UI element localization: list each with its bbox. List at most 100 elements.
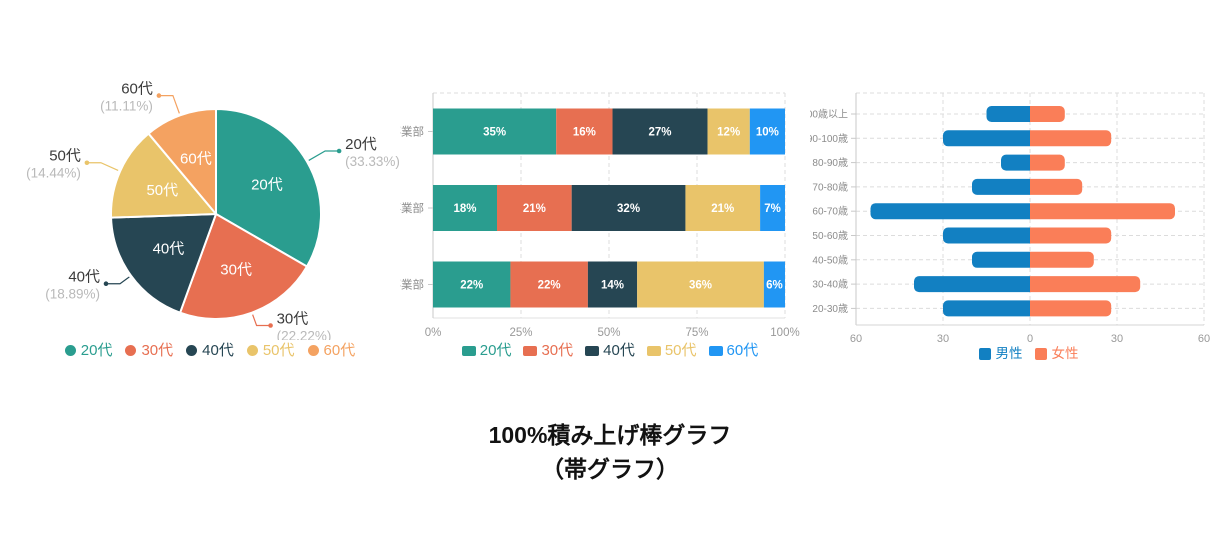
bar-segment-A事業部-1 <box>556 108 613 155</box>
butterfly-chart-legend: 男性 女性 <box>828 347 1211 361</box>
bar-male-7 <box>914 276 1030 293</box>
bar-female-3 <box>1030 178 1083 195</box>
pie-slice-inner-label: 30代 <box>220 261 252 278</box>
pie-plot: 20代20代(33.33%)30代30代(22.22%)40代40代(18.89… <box>26 81 400 340</box>
bar-male-8 <box>943 300 1030 317</box>
legend-swatch-icon <box>1034 347 1047 360</box>
legend-swatch-icon <box>307 345 319 356</box>
bar-segment-B事業部-4 <box>760 185 785 231</box>
category-label: 100歳以上 <box>810 109 848 121</box>
legend-label: 60代 <box>323 342 356 359</box>
bar-segment-A事業部-3 <box>707 108 750 155</box>
bar-male-6 <box>972 251 1030 268</box>
bar-segment-A事業部-2 <box>612 108 708 155</box>
legend-label: 女性 <box>1051 346 1079 361</box>
butterfly-chart: 100歳以上 90-100歳 80-90歳 70-80歳 60-70歳 50-60歳 40-… <box>810 92 1210 345</box>
legend-item-4: 60代 <box>708 342 759 359</box>
stacked-bar-title-line1: 100%積み上げ棒グラフ <box>488 422 732 448</box>
legend-label: 40代 <box>603 342 635 359</box>
pie-outer-pct: (14.44%) <box>26 166 81 181</box>
pie-outer-pct: (11.11%) <box>100 99 153 114</box>
bar-segment-B事業部-2 <box>571 185 686 231</box>
x-tick-label: 50% <box>597 327 620 339</box>
bar-segment-B事業部-0 <box>433 185 497 231</box>
bar-male-5 <box>943 227 1030 244</box>
category-label: 40-50歳 <box>812 254 848 266</box>
bar-segment-value: 10% <box>756 127 779 139</box>
bar-segment-A事業部-4 <box>749 108 785 155</box>
category-label: 60-70歳 <box>812 206 848 218</box>
pie-outer-label: 40代 <box>68 269 100 286</box>
legend-item-2: 40代 <box>186 343 234 358</box>
pie-chart: 20代20代(33.33%)30代30代(22.22%)40代40代(18.89… <box>26 81 400 340</box>
bar-segment-value: 18% <box>453 203 476 215</box>
pie-outer-label: 30代 <box>277 310 309 327</box>
legend-label: 30代 <box>141 342 174 359</box>
x-tick-label: 60 <box>850 333 862 345</box>
x-tick-label: 0% <box>425 327 442 339</box>
stacked-bar-title-line2: （帯グラフ） <box>541 456 679 482</box>
legend-swatch-icon <box>646 345 661 356</box>
legend-label: 60代 <box>726 342 759 359</box>
pie-slice-inner-label: 20代 <box>251 177 283 194</box>
x-tick-label: 75% <box>685 327 708 339</box>
pie-outer-pct: (33.33%) <box>345 154 400 169</box>
pie-outer-label: 50代 <box>49 148 81 165</box>
stacked-bar-chart: A事業部 35% 16% 27% 12% 10% B事業部 18% 21% 32% 21% 7% C事業… <box>400 92 800 339</box>
pie-slice-3 <box>110 132 217 219</box>
pie-label-line <box>158 94 180 114</box>
legend-swatch-icon <box>125 345 137 356</box>
legend-item-0: 男性 <box>978 346 1023 361</box>
bar-male-3 <box>972 178 1030 195</box>
legend-item-3: 50代 <box>246 343 295 358</box>
pie-slice-inner-label: 40代 <box>153 241 185 258</box>
pie-slice-4 <box>147 108 217 215</box>
bar-segment-C事業部-4 <box>763 261 785 308</box>
x-tick-label: 100% <box>770 327 799 339</box>
pie-label-dot <box>84 160 90 166</box>
pie-label-dot <box>268 323 273 328</box>
x-tick-label: 60 <box>1198 333 1210 345</box>
pie-slice-2 <box>110 213 217 314</box>
category-label: 70-80歳 <box>812 181 848 193</box>
butterfly-bars: 100歳以上 90-100歳 80-90歳 70-80歳 60-70歳 50-60歳 40-… <box>810 106 1175 317</box>
bar-segment-value: 22% <box>460 280 483 292</box>
stacked-bars: A事業部 35% 16% 27% 12% 10% B事業部 18% 21% 32% 21% 7% C事業… <box>400 108 785 308</box>
pie-slice-inner-label: 60代 <box>180 151 212 168</box>
pie-label-dot <box>336 148 342 154</box>
bar-segment-C事業部-2 <box>587 261 638 308</box>
stacked-bar-figure: A事業部 35% 16% 27% 12% 10% B事業部 18% 21% 32% 21% 7% C事業… <box>400 0 820 533</box>
bar-segment-value: 6% <box>766 280 783 292</box>
legend-item-3: 50代 <box>646 343 697 358</box>
x-tick-label: 30 <box>1111 333 1123 345</box>
bar-female-0 <box>1030 106 1065 122</box>
pie-label-line <box>308 150 340 161</box>
bar-segment-B事業部-3 <box>685 185 761 231</box>
bar-female-4 <box>1030 203 1175 220</box>
pie-label-line <box>106 276 130 285</box>
legend-item-1: 女性 <box>1034 346 1079 361</box>
category-label: 20-30歳 <box>812 303 848 315</box>
legend-swatch-icon <box>708 345 723 356</box>
legend-label: 男性 <box>995 346 1023 361</box>
bar-segment-value: 21% <box>711 203 734 215</box>
pie-chart-legend: 20代 30代 40代 50代 60代 <box>0 343 420 358</box>
legend-swatch-icon <box>978 347 991 360</box>
bar-segment-value: 36% <box>689 280 712 292</box>
bar-segment-value: 32% <box>617 203 640 215</box>
bar-female-5 <box>1030 227 1112 244</box>
legend-item-1: 30代 <box>523 343 573 358</box>
bar-segment-value: 14% <box>601 280 624 292</box>
bar-male-2 <box>1001 154 1030 171</box>
legend-swatch-icon <box>585 345 600 356</box>
x-tick-label: 30 <box>937 333 949 345</box>
legend-item-1: 30代 <box>125 343 173 358</box>
legend-swatch-icon <box>523 345 538 356</box>
pie-outer-label: 60代 <box>121 81 153 98</box>
bar-segment-B事業部-1 <box>497 185 572 231</box>
category-label: 50-60歳 <box>812 230 848 242</box>
legend-swatch-icon <box>461 345 476 356</box>
pie-label-line <box>252 314 271 327</box>
category-label: 90-100歳 <box>810 133 848 145</box>
